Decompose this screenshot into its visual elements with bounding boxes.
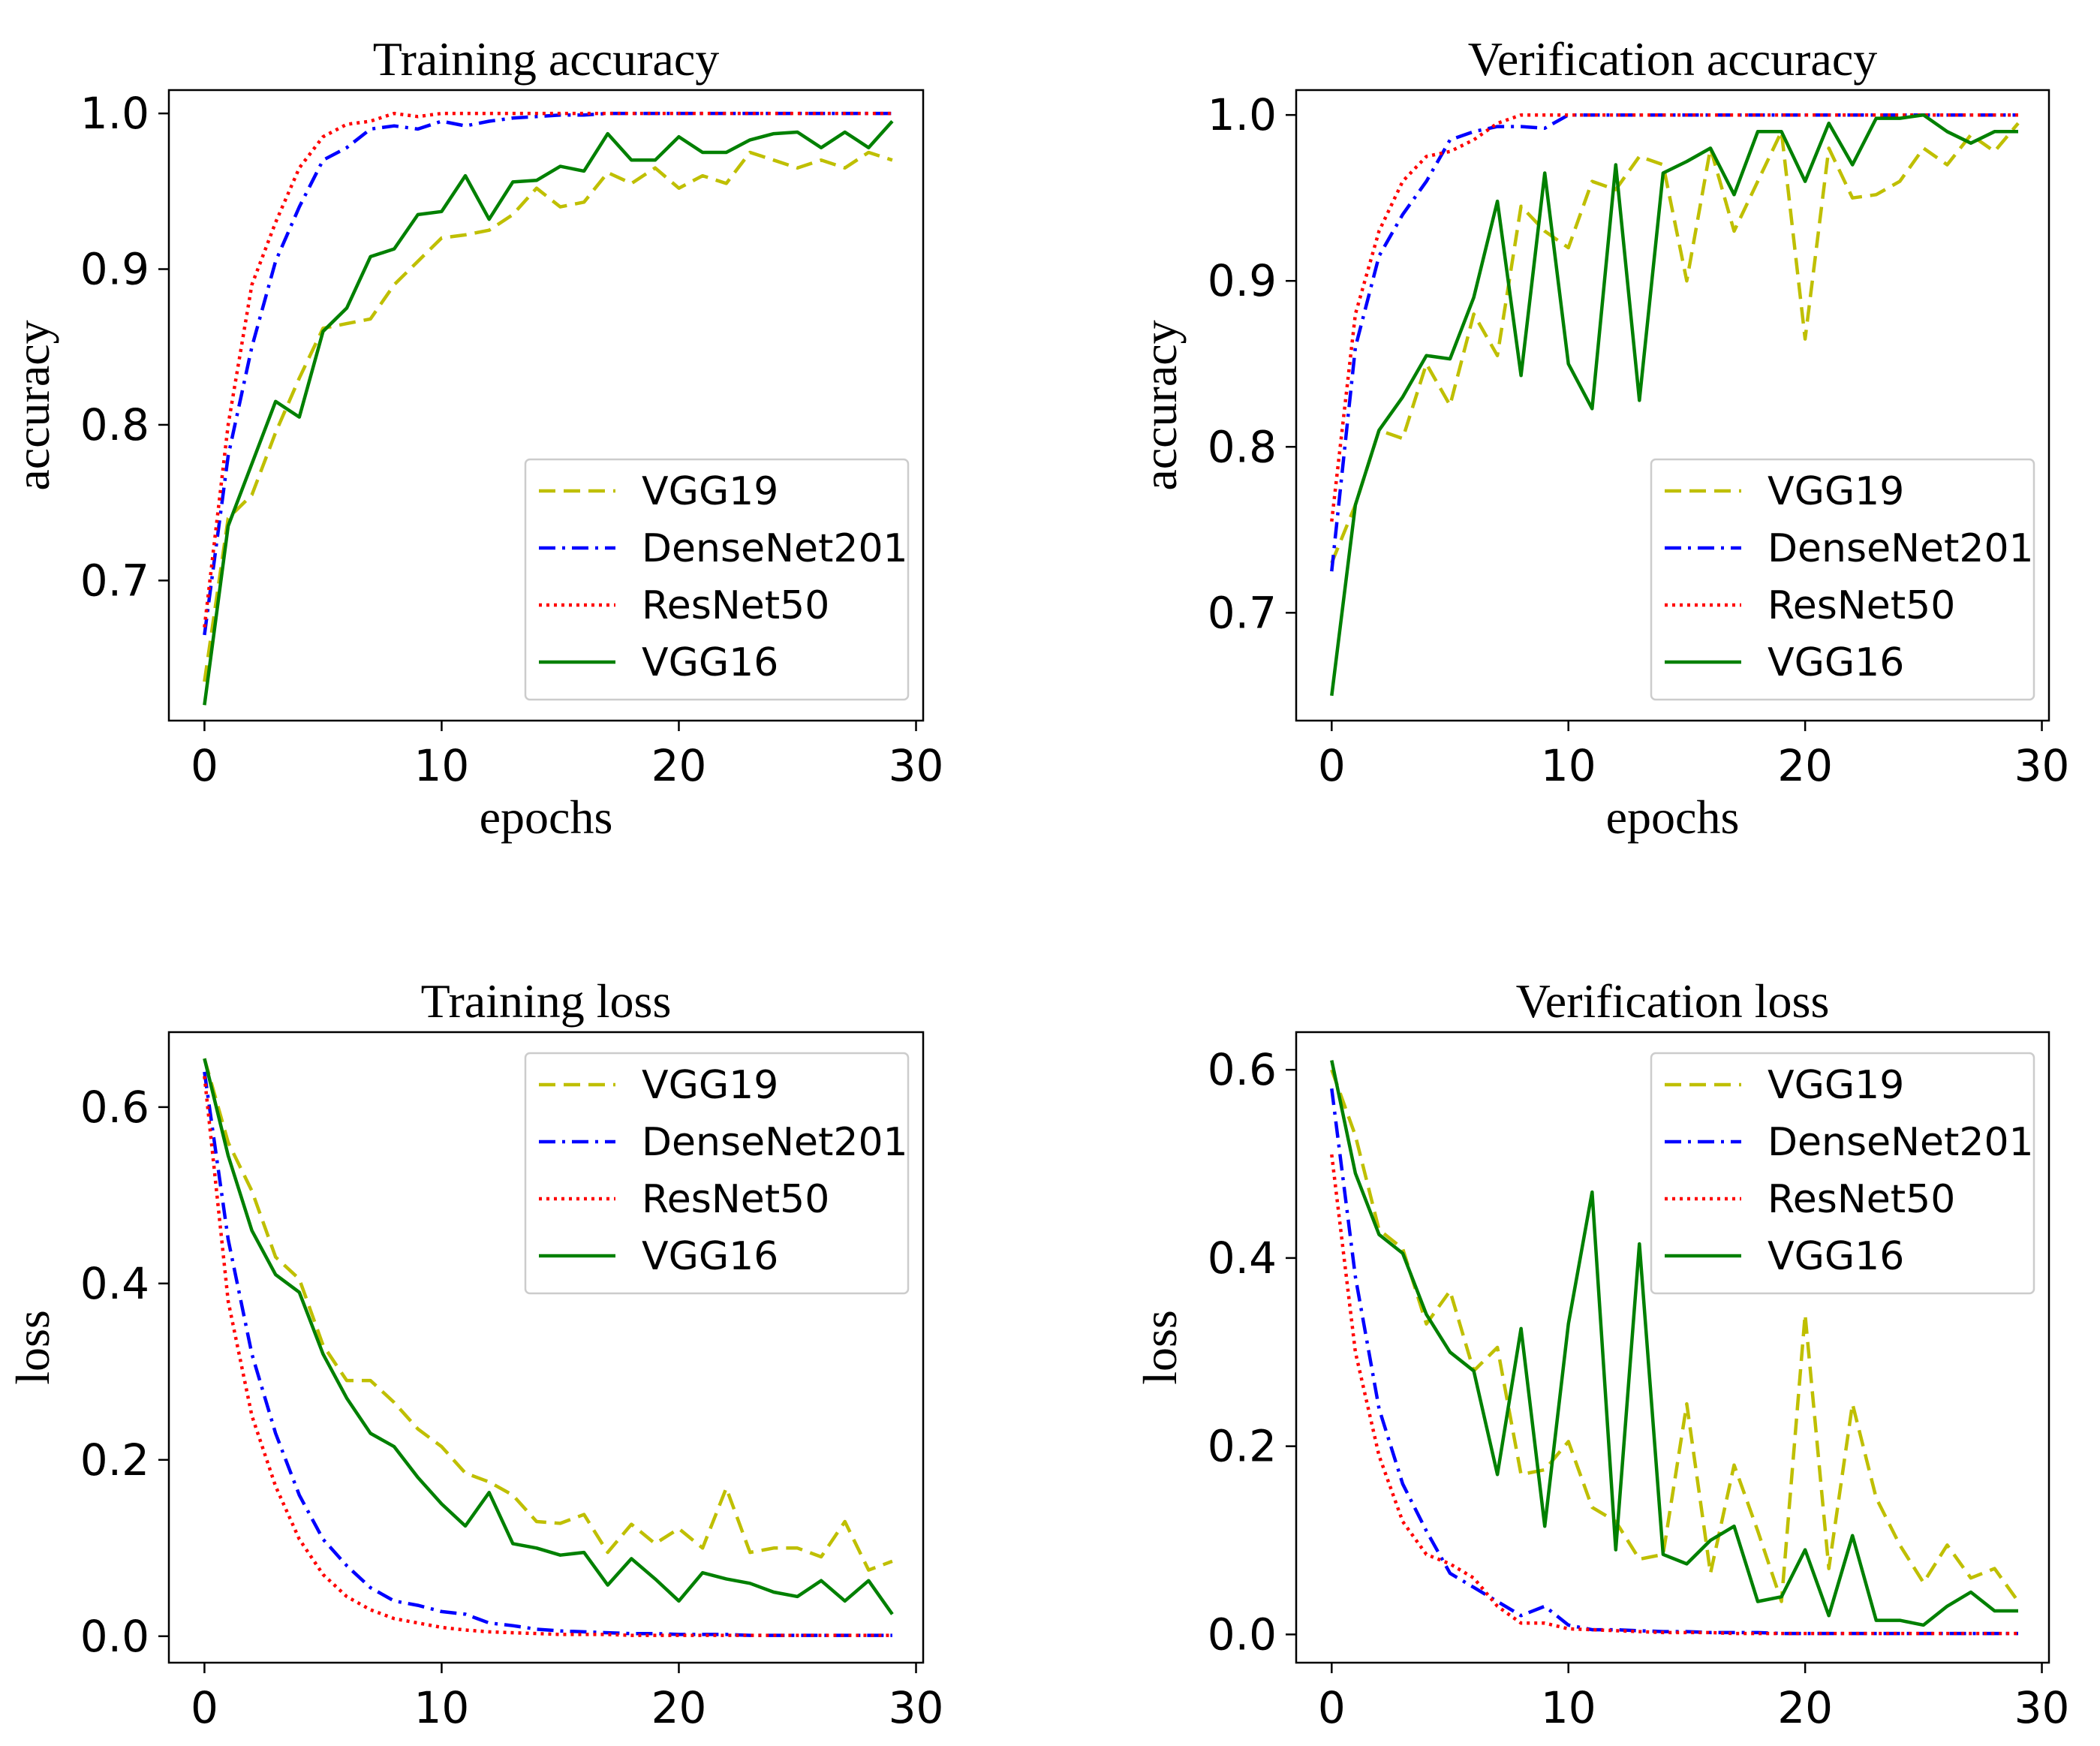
series-line-vgg19 [1330,122,2020,564]
series-line-resnet50 [203,111,892,628]
legend: VGG19 DenseNet201 ResNet50 VGG16 [524,1052,910,1295]
legend-box [524,458,910,701]
y-axis-label: loss [6,1310,59,1385]
x-tick-label: 30 [2014,1682,2070,1733]
x-tick-label: 10 [1541,1682,1596,1733]
legend-label-densenet201: DenseNet201 [1768,1120,2034,1165]
y-tick-label: 0.7 [1208,587,1277,638]
plot-frame [167,89,925,722]
series-line-vgg19 [203,150,893,682]
plot-frame [1295,1031,2050,1664]
series-line-resnet50 [1330,113,2018,522]
legend-label-resnet50: ResNet50 [1768,1177,1955,1222]
y-tick-label: 0.8 [80,399,149,450]
legend-label-resnet50: ResNet50 [642,583,829,628]
y-tick-label: 0.4 [80,1258,149,1309]
series-line-densenet201 [203,1071,892,1637]
chart-panel-4: Verification loss 0 10 20 30 0.0 0.2 0.4 0.6 loss… [1133,974,2069,1733]
series-line-vgg16 [1330,1060,2018,1627]
chart-title: Training accuracy [373,32,719,86]
legend-label-densenet201: DenseNet201 [1768,526,2034,571]
legend: VGG19 DenseNet201 ResNet50 VGG16 [524,458,910,701]
x-tick-label: 30 [889,1682,944,1733]
legend-label-resnet50: ResNet50 [1768,583,1955,628]
x-tick-label: 0 [1318,1682,1346,1733]
y-tick-label: 1.0 [80,88,149,139]
legend-label-vgg19: VGG19 [1768,469,1904,514]
legend: VGG19 DenseNet201 ResNet50 VGG16 [1650,458,2035,701]
series-group [1330,113,2020,697]
legend-label-vgg16: VGG16 [642,1234,778,1279]
series-line-densenet201 [1330,1088,2018,1636]
x-tick-label: 30 [2014,740,2070,791]
y-tick-label: 0.0 [80,1611,149,1662]
chart-panel-1: Training accuracy 0 10 20 30 0.7 0.8 0.9 1.0 epoc… [6,32,943,844]
legend: VGG19 DenseNet201 ResNet50 VGG16 [1650,1052,2035,1295]
series-group [1330,1060,2020,1636]
chart-title: Verification loss [1516,974,1830,1028]
x-axis-label: epochs [480,790,613,844]
plot-frame [1295,89,2050,722]
series-line-vgg19 [203,1058,893,1572]
y-tick-label: 0.6 [80,1082,149,1133]
y-axis-label: accuracy [1133,320,1187,490]
y-tick-label: 0.6 [1208,1044,1277,1095]
y-tick-label: 0.0 [1208,1609,1277,1660]
legend-box [1650,1052,2035,1295]
y-tick-label: 0.4 [1208,1233,1277,1284]
y-tick-label: 0.9 [80,244,149,295]
x-tick-label: 10 [1541,740,1596,791]
x-tick-label: 30 [889,740,944,791]
x-tick-label: 0 [191,1682,218,1733]
y-axis-label: loss [1133,1310,1187,1385]
series-line-resnet50 [203,1076,892,1637]
series-line-vgg19 [1330,1069,2020,1603]
series-line-vgg16 [203,1058,894,1615]
legend-label-vgg19: VGG19 [642,1063,778,1108]
legend-label-densenet201: DenseNet201 [642,526,908,571]
legend-label-vgg19: VGG19 [1768,1063,1904,1108]
y-tick-label: 0.8 [1208,421,1277,472]
x-tick-label: 20 [651,740,707,791]
legend-label-vgg16: VGG16 [642,640,778,685]
series-group [203,1058,894,1637]
y-tick-label: 0.9 [1208,255,1277,306]
legend-box [524,1052,910,1295]
series-group [203,111,894,706]
y-tick-label: 0.7 [80,555,149,606]
series-line-vgg16 [1330,113,2018,697]
series-line-vgg16 [203,119,894,706]
x-tick-label: 20 [1777,1682,1833,1733]
chart-panel-3: Training loss 0 10 20 30 0.0 0.2 0.4 0.6 loss VGG1… [6,974,943,1733]
legend-label-vgg19: VGG19 [642,469,778,514]
plot-frame [167,1031,925,1664]
x-tick-label: 0 [1318,740,1346,791]
chart-title: Training loss [421,974,672,1028]
x-tick-label: 10 [414,740,470,791]
series-line-resnet50 [1330,1154,2018,1636]
chart-panel-2: Verification accuracy 0 10 20 30 0.7 0.8 0.9 1.0… [1133,32,2069,844]
chart-title: Verification accuracy [1468,32,1877,86]
y-tick-label: 0.2 [80,1434,149,1486]
x-tick-label: 10 [414,1682,470,1733]
x-axis-label: epochs [1606,790,1740,844]
y-tick-label: 1.0 [1208,89,1277,140]
y-tick-label: 0.2 [1208,1421,1277,1472]
legend-label-resnet50: ResNet50 [642,1177,829,1222]
legend-label-vgg16: VGG16 [1768,640,1904,685]
legend-box [1650,458,2035,701]
x-tick-label: 20 [1777,740,1833,791]
legend-label-vgg16: VGG16 [1768,1234,1904,1279]
x-tick-label: 0 [191,740,218,791]
x-tick-label: 20 [651,1682,707,1733]
y-axis-label: accuracy [6,320,59,490]
legend-label-densenet201: DenseNet201 [642,1120,908,1165]
